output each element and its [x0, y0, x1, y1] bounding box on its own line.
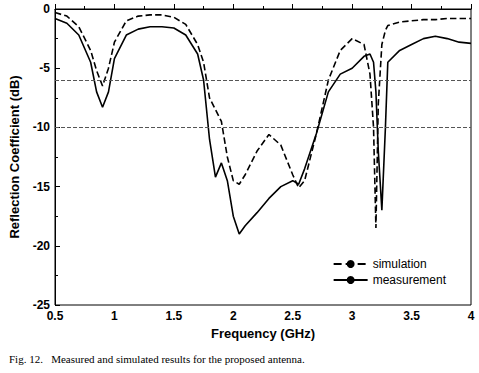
svg-text:-5: -5 [39, 61, 50, 75]
svg-text:4: 4 [468, 309, 475, 323]
svg-text:Frequency (GHz): Frequency (GHz) [211, 326, 315, 341]
svg-text:3.5: 3.5 [403, 309, 420, 323]
svg-text:0: 0 [43, 2, 50, 16]
svg-text:-25: -25 [32, 298, 50, 312]
svg-text:-15: -15 [33, 180, 51, 194]
svg-text:Fig. 12. Measured and simula: Fig. 12. Measured and simulated results … [9, 353, 305, 365]
svg-text:simulation: simulation [373, 257, 427, 271]
svg-text:0.5: 0.5 [47, 309, 64, 323]
svg-text:-10: -10 [33, 120, 51, 134]
svg-text:2: 2 [230, 309, 237, 323]
svg-text:measurement: measurement [373, 273, 447, 287]
svg-text:2.5: 2.5 [284, 309, 301, 323]
svg-text:1.5: 1.5 [166, 309, 183, 323]
svg-text:Reflection Coefficient (dB): Reflection Coefficient (dB) [7, 75, 22, 238]
svg-text:3: 3 [349, 309, 356, 323]
svg-text:1: 1 [111, 309, 118, 323]
svg-text:-20: -20 [33, 239, 51, 253]
